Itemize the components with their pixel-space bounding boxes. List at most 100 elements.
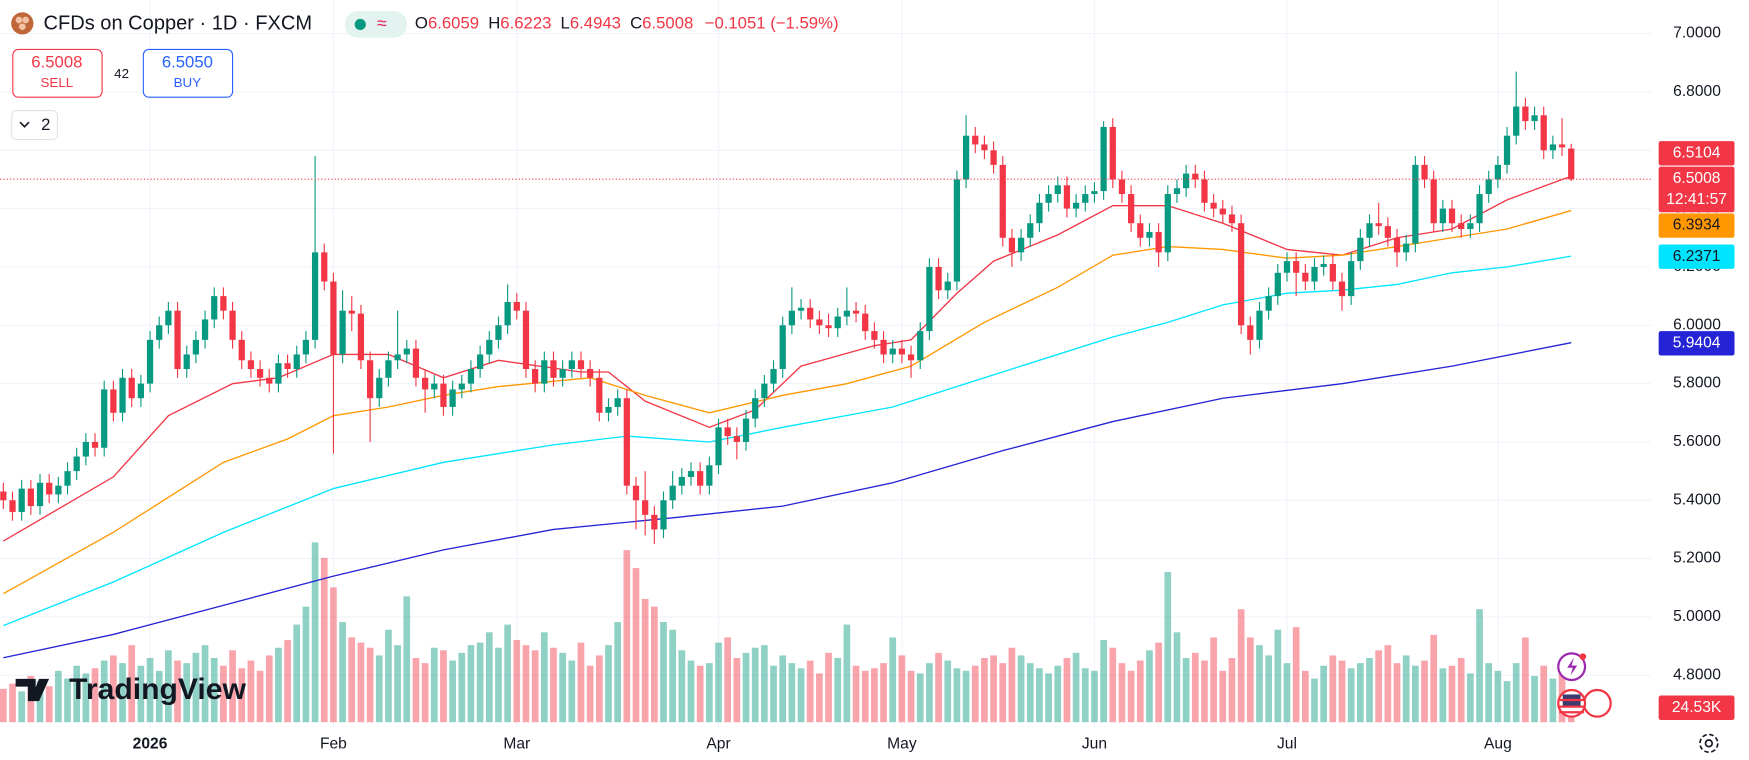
sell-label: SELL: [41, 75, 74, 90]
volume-bar: [412, 657, 420, 723]
candle-body: [1476, 194, 1483, 224]
volume-bar: [449, 660, 456, 723]
symbol-title[interactable]: CFDs on Copper · 1D · FXCM: [44, 13, 313, 35]
candle-body: [467, 369, 475, 384]
volume-bar: [669, 629, 677, 723]
candle-body: [1164, 194, 1171, 253]
volume-bar: [614, 622, 622, 723]
volume-bar: [73, 665, 81, 723]
volume-bar: [1155, 642, 1162, 723]
watermark: TradingView: [15, 673, 247, 706]
candle-body: [504, 301, 511, 326]
volume-bar: [1366, 657, 1373, 723]
candle-body: [1522, 106, 1529, 122]
indicators-toggle[interactable]: [11, 110, 59, 140]
candle-body: [1549, 144, 1557, 151]
candle-body: [1109, 126, 1116, 180]
candle-body: [559, 369, 566, 378]
volume-bar: [843, 624, 851, 723]
volume-bar: [183, 663, 191, 723]
candle-body: [816, 319, 823, 326]
price-tag-label: 6.5104: [1673, 144, 1721, 161]
candle-body: [660, 500, 667, 530]
candle-body: [1531, 115, 1538, 122]
volume-bar: [513, 640, 521, 723]
candle-body: [302, 339, 310, 355]
volume-bar: [1026, 663, 1034, 723]
volume-bar: [247, 660, 255, 723]
candle-body: [981, 144, 988, 151]
candle-body: [183, 354, 190, 370]
candle-body: [477, 354, 484, 370]
candle-body: [412, 348, 420, 378]
candle-body: [321, 252, 328, 282]
candle-body: [1100, 126, 1107, 192]
candle-body: [1311, 266, 1318, 282]
candle-body: [165, 310, 172, 326]
settings-icon[interactable]: [1699, 733, 1719, 754]
symbol-logo: [11, 12, 34, 35]
price-tag-label: 12:41:57: [1666, 191, 1727, 208]
candle-body: [1540, 115, 1547, 151]
volume-bar: [926, 663, 933, 723]
volume-bar: [1485, 663, 1493, 723]
y-tick-label: 4.8000: [1673, 666, 1721, 683]
candle-body: [605, 406, 612, 413]
candle-body: [238, 339, 245, 361]
moving-average-line: [3, 255, 1572, 627]
volume-bar: [1173, 632, 1181, 723]
y-tick-label: 6.8000: [1673, 83, 1721, 100]
candle-body: [192, 339, 200, 355]
candle-body: [339, 310, 346, 355]
volume-bar: [192, 652, 200, 723]
volume-bar: [1356, 663, 1364, 723]
volume-bar: [1081, 668, 1089, 723]
candle-body: [486, 339, 493, 355]
volume-bar: [880, 663, 887, 723]
candle-body: [1027, 223, 1034, 238]
volume-bar: [595, 655, 603, 723]
candle-body: [999, 164, 1006, 238]
y-tick-label: 7.0000: [1673, 25, 1721, 42]
volume-bar: [1476, 609, 1483, 723]
volume-bar: [1256, 645, 1263, 723]
price-tag-label: 6.2371: [1673, 248, 1721, 265]
volume-bar: [1274, 629, 1282, 723]
moving-average-line: [3, 175, 1572, 542]
candle-body: [1412, 164, 1419, 244]
volume-bar: [385, 629, 392, 723]
volume-bar: [339, 622, 346, 723]
volume-bar: [430, 647, 438, 723]
price-tag-label: 6.5008: [1673, 170, 1721, 187]
candle-body: [935, 266, 942, 291]
flag-icon[interactable]: [1582, 688, 1612, 718]
moving-averages: [3, 175, 1572, 659]
volume-bar: [641, 598, 649, 723]
candle-body: [1256, 310, 1263, 340]
volume-bar: [1182, 657, 1190, 723]
volume-bar: [366, 647, 374, 723]
candle-body: [1494, 164, 1501, 180]
candle-body: [1384, 226, 1391, 238]
candle-body: [256, 369, 264, 378]
buy-button[interactable]: [142, 48, 234, 98]
candle-body: [678, 476, 685, 486]
candle-body: [394, 354, 401, 361]
candle-body: [110, 389, 117, 413]
volume-bar: [1118, 663, 1126, 723]
candle-body: [1338, 281, 1346, 297]
sell-button[interactable]: [12, 48, 103, 98]
candle-body: [1127, 194, 1135, 224]
candle-body: [201, 319, 209, 340]
status-pill[interactable]: [344, 11, 408, 38]
volume-bar: [64, 678, 71, 723]
candle-body: [697, 471, 704, 486]
volume-bar: [1402, 655, 1410, 723]
candle-body: [1375, 223, 1382, 227]
volume-bar: [522, 645, 530, 723]
candle-body: [1274, 272, 1281, 297]
candle-body: [458, 383, 465, 390]
volume-bar: [1439, 668, 1447, 723]
symbol-logo-dot: [18, 23, 26, 30]
